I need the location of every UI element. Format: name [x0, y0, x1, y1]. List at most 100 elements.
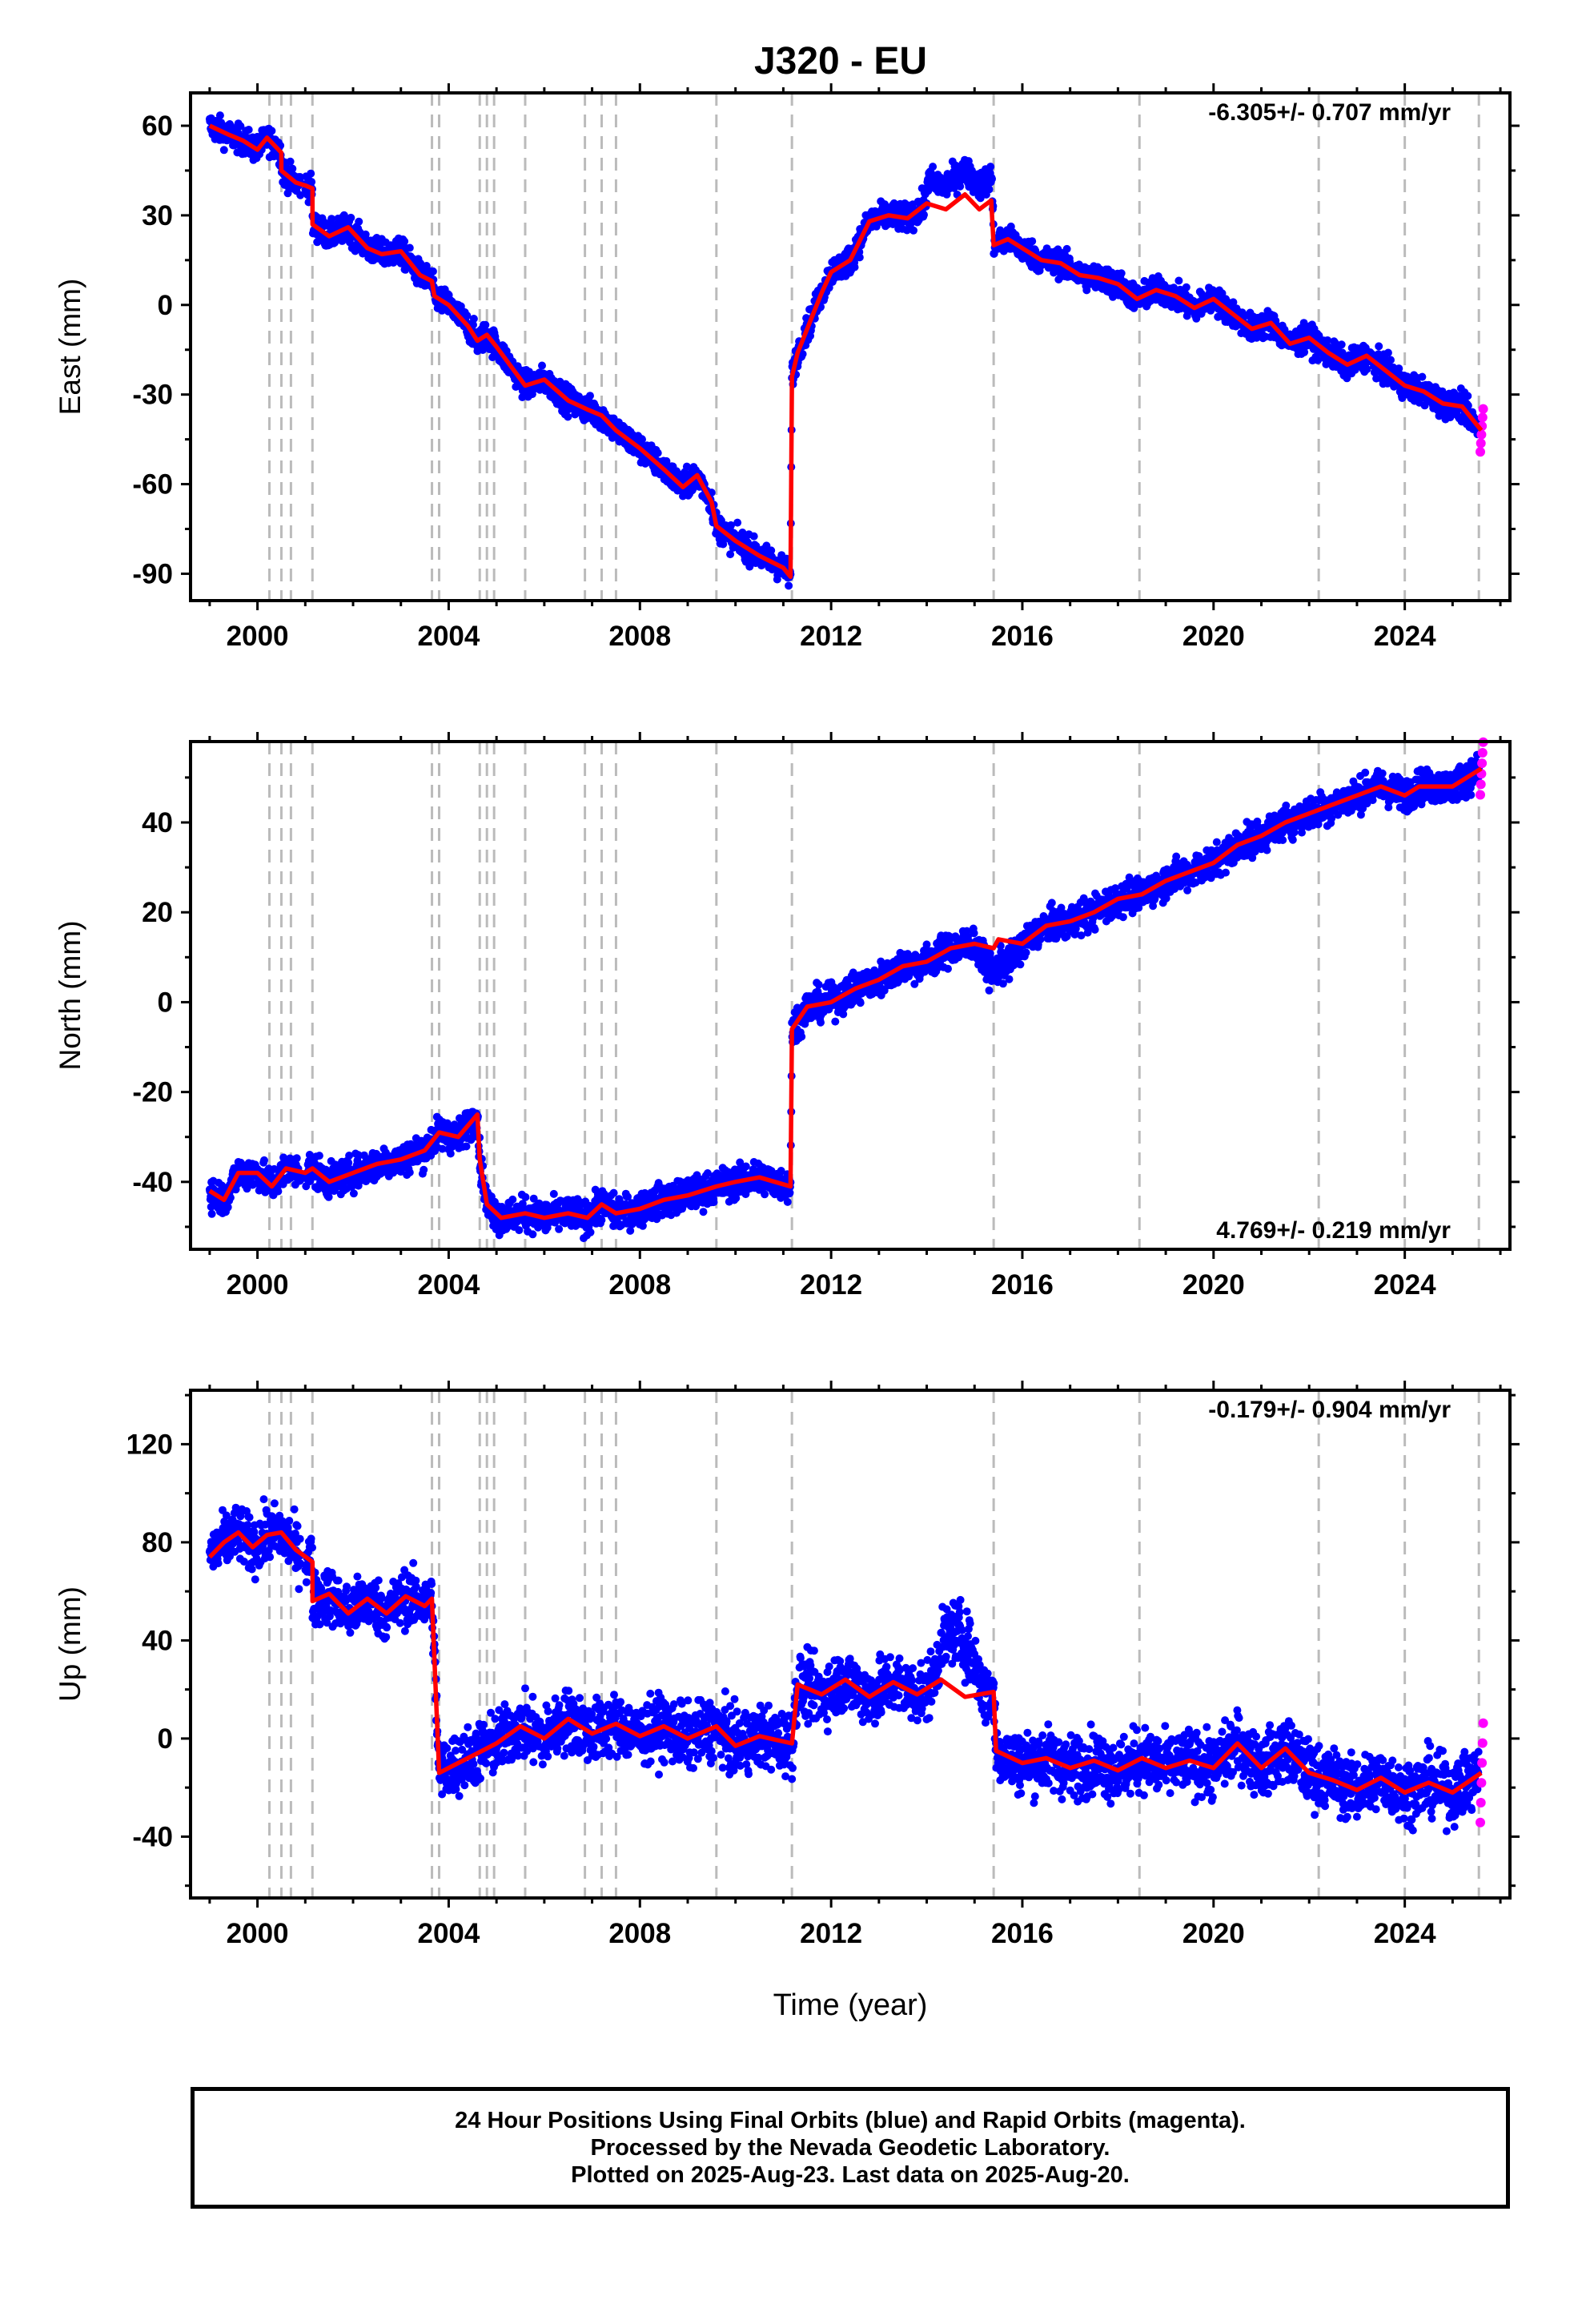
data-point — [1082, 286, 1091, 295]
panel-1: 2000 2004 2008 2012 2016 2020 202460300-30-60-… — [54, 83, 1520, 652]
data-point — [1117, 269, 1126, 278]
data-point — [726, 550, 735, 559]
data-point — [315, 1152, 323, 1160]
data-point — [920, 211, 928, 219]
data-point — [986, 163, 995, 171]
data-point — [267, 127, 276, 135]
data-point — [307, 178, 316, 187]
data-point — [850, 263, 859, 271]
data-point — [446, 1149, 455, 1158]
data-point — [305, 1151, 314, 1159]
data-point — [260, 1156, 268, 1164]
data-point — [361, 230, 370, 239]
x-tick-label: 2004 — [417, 621, 480, 652]
data-point — [909, 226, 917, 235]
data-point — [988, 175, 996, 183]
data-point — [538, 361, 546, 370]
data-point — [244, 126, 253, 134]
panel-2: 2000 2004 2008 2012 2016 2020 202440200-20-40N… — [54, 732, 1520, 1301]
data-point — [1464, 401, 1472, 410]
data-point — [528, 1230, 537, 1239]
y-axis-label: East (mm) — [54, 279, 86, 416]
data-point — [855, 253, 864, 262]
data-point — [215, 111, 224, 120]
data-point — [638, 435, 646, 444]
final-orbit-points — [205, 111, 1484, 590]
data-point — [422, 262, 431, 270]
data-point — [307, 169, 315, 178]
rapid-point — [1477, 412, 1488, 423]
data-point — [274, 1187, 283, 1196]
data-point — [463, 312, 472, 320]
data-point — [1337, 340, 1346, 349]
y-tick-label: -60 — [132, 469, 173, 501]
chart-title: J320 - EU — [754, 40, 927, 82]
data-point — [1174, 276, 1183, 285]
x-ticks — [208, 83, 1502, 610]
data-point — [586, 1228, 595, 1236]
data-point — [1387, 356, 1395, 364]
data-point — [529, 1194, 538, 1203]
data-point — [1331, 339, 1340, 348]
x-tick-label: 2020 — [1182, 621, 1245, 652]
final-orbit-points — [205, 750, 1484, 1243]
data-point — [929, 163, 938, 171]
data-point — [1062, 244, 1071, 253]
data-point — [689, 485, 697, 493]
data-point — [719, 540, 728, 549]
x-tick-label: 2000 — [227, 621, 289, 652]
y-tick-label: 30 — [142, 200, 173, 231]
data-point — [1418, 372, 1427, 381]
data-point — [749, 532, 758, 541]
data-point — [405, 1168, 414, 1176]
data-point — [956, 182, 965, 191]
data-point — [243, 1184, 251, 1193]
data-point — [727, 521, 735, 529]
panels: 2000 2004 2008 2012 2016 2020 202460300-30-60-… — [54, 83, 1520, 1949]
data-point — [438, 1144, 447, 1153]
data-point — [985, 185, 994, 194]
data-point — [1182, 283, 1191, 292]
data-point — [1323, 336, 1332, 344]
data-point — [1192, 314, 1201, 323]
data-point — [767, 546, 776, 555]
data-point — [295, 173, 304, 181]
data-point — [555, 1224, 564, 1233]
data-point — [515, 1226, 524, 1235]
x-tick-label: 2012 — [800, 621, 862, 652]
x-tick-label: 2016 — [991, 621, 1054, 652]
data-point — [798, 350, 807, 358]
data-point — [288, 164, 297, 173]
y-tick-label: -30 — [132, 380, 173, 411]
x-tick-label: 2024 — [1374, 621, 1436, 652]
data-point — [400, 237, 409, 246]
data-point — [292, 1154, 301, 1163]
x-tick-label: 2008 — [608, 621, 671, 652]
data-point — [1314, 356, 1323, 364]
data-point — [503, 1223, 512, 1232]
data-point — [1464, 392, 1472, 400]
data-point — [1182, 312, 1191, 320]
data-point — [219, 146, 228, 155]
data-point — [469, 320, 477, 329]
data-point — [738, 529, 747, 537]
data-point — [662, 456, 671, 465]
data-point — [586, 392, 594, 400]
data-point — [327, 215, 336, 223]
data-point — [236, 122, 245, 131]
model-line — [208, 123, 1484, 579]
data-point — [324, 1192, 333, 1201]
rapid-point — [1476, 438, 1486, 448]
data-point — [609, 1188, 618, 1197]
data-point — [296, 191, 305, 199]
data-point — [207, 1209, 216, 1218]
data-point — [733, 518, 742, 527]
data-point — [521, 1192, 530, 1201]
plot-frame — [189, 91, 1512, 602]
data-point — [270, 1164, 279, 1173]
rapid-point — [1476, 447, 1485, 457]
y-tick-label: 60 — [142, 111, 173, 142]
data-point — [405, 243, 414, 252]
y-ticks — [181, 124, 1520, 575]
data-point — [785, 581, 793, 590]
